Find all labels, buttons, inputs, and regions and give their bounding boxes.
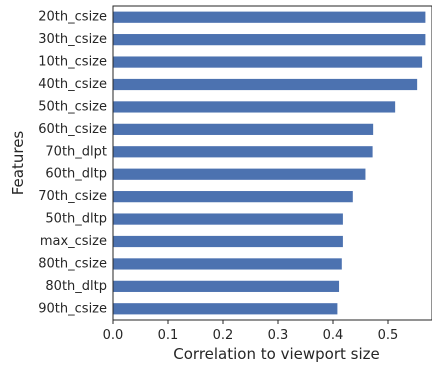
y-axis-label: Features (9, 131, 27, 196)
x-tick-label: 0.4 (323, 328, 344, 343)
y-tick-label: 60th_csize (38, 122, 107, 137)
bar-70th_csize (113, 191, 353, 203)
y-tick-label: 80th_csize (38, 256, 107, 271)
bar-30th_csize (113, 34, 426, 46)
y-tick-label: 60th_dltp (45, 167, 107, 182)
x-tick-label: 0.5 (378, 328, 399, 343)
x-tick-label: 0.3 (268, 328, 289, 343)
bar-50th_dltp (113, 213, 343, 225)
bar-60th_csize (113, 123, 374, 135)
y-tick-label: 70th_csize (38, 189, 107, 204)
bar-40th_csize (113, 78, 418, 91)
y-tick-label: 90th_csize (38, 301, 107, 316)
x-tick-label: 0.1 (158, 328, 179, 343)
y-tick-label: 30th_csize (38, 32, 107, 47)
y-tick-label: 50th_csize (38, 99, 107, 114)
bar-50th_csize (113, 101, 396, 113)
x-ticks: 0.0 0.1 0.2 0.3 0.4 0.5 (103, 320, 399, 343)
y-tick-label: max_csize (40, 234, 107, 249)
x-tick-label: 0.0 (103, 328, 124, 343)
bar-20th_csize (113, 11, 426, 23)
bar-10th_csize (113, 56, 423, 68)
y-tick-label: 40th_csize (38, 77, 107, 92)
y-tick-label: 70th_dlpt (45, 144, 107, 159)
y-tick-label: 20th_csize (38, 10, 107, 25)
y-tick-label: 80th_dltp (45, 279, 107, 294)
bars-group (113, 11, 426, 315)
plot-frame (112, 5, 432, 321)
bar-90th_csize (113, 303, 338, 315)
bar-60th_dltp (113, 168, 366, 180)
x-tick-label: 0.2 (213, 328, 234, 343)
bar-80th_csize (113, 258, 342, 270)
bar-max_csize (113, 235, 343, 248)
x-axis-label: Correlation to viewport size (173, 345, 379, 363)
y-tick-labels: 20th_csize 30th_csize 10th_csize 40th_csize… (38, 10, 107, 317)
y-tick-label: 50th_dltp (45, 212, 107, 227)
bar-70th_dlpt (113, 146, 373, 158)
bar-80th_dltp (113, 280, 340, 292)
y-tick-label: 10th_csize (38, 55, 107, 70)
